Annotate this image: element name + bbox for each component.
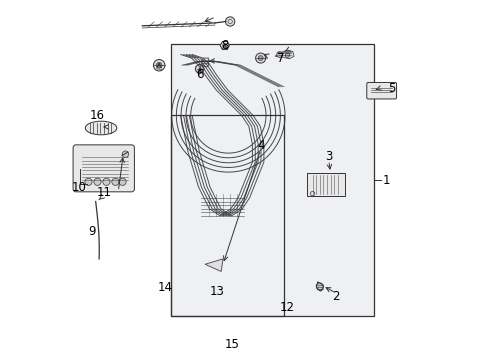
Circle shape — [112, 178, 119, 185]
Text: 13: 13 — [210, 285, 224, 298]
Polygon shape — [274, 50, 293, 59]
Circle shape — [119, 178, 126, 185]
Text: 3: 3 — [325, 150, 332, 163]
Text: 7: 7 — [276, 51, 284, 64]
Text: 11: 11 — [97, 186, 112, 199]
Text: 2: 2 — [331, 290, 339, 303]
Text: 12: 12 — [280, 301, 294, 314]
Circle shape — [156, 62, 162, 68]
Circle shape — [102, 178, 110, 185]
Text: 1: 1 — [382, 174, 389, 186]
Text: 9: 9 — [88, 225, 96, 238]
Circle shape — [195, 64, 203, 73]
Text: 8: 8 — [221, 39, 228, 52]
Circle shape — [85, 178, 92, 185]
Text: 5: 5 — [387, 82, 394, 95]
Text: 14: 14 — [158, 281, 173, 294]
FancyBboxPatch shape — [306, 173, 344, 196]
Circle shape — [276, 51, 282, 57]
Text: 10: 10 — [72, 181, 87, 194]
FancyBboxPatch shape — [73, 145, 134, 192]
Circle shape — [255, 53, 265, 63]
Text: 16: 16 — [90, 109, 105, 122]
FancyBboxPatch shape — [171, 44, 373, 316]
Circle shape — [285, 53, 289, 57]
Text: 15: 15 — [224, 338, 239, 351]
Polygon shape — [204, 259, 223, 271]
Circle shape — [316, 283, 323, 290]
Polygon shape — [220, 41, 229, 50]
Circle shape — [94, 178, 101, 185]
Polygon shape — [316, 282, 323, 291]
Ellipse shape — [85, 121, 117, 135]
Text: 4: 4 — [256, 139, 264, 152]
Polygon shape — [201, 58, 208, 67]
Circle shape — [225, 17, 234, 26]
Circle shape — [122, 151, 128, 157]
Circle shape — [153, 59, 164, 71]
FancyBboxPatch shape — [366, 82, 396, 99]
Circle shape — [258, 55, 263, 60]
Text: 6: 6 — [196, 68, 203, 81]
